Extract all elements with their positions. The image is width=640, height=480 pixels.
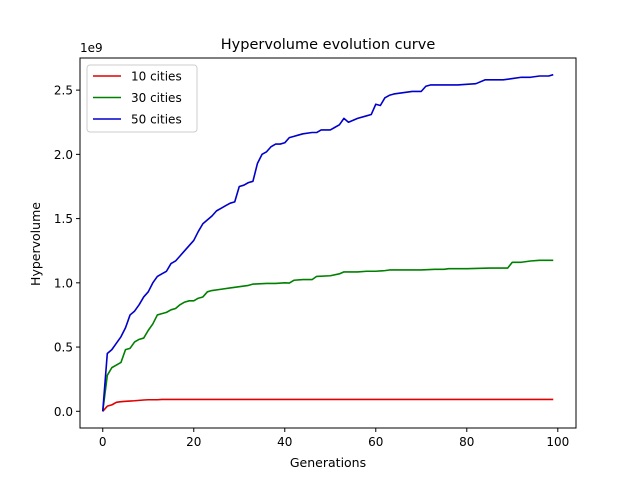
legend-entry-label: 50 cities (131, 113, 182, 127)
y-axis-label: Hypervolume (28, 202, 43, 286)
series-line-2 (101, 259, 554, 412)
y-tick-label: 0.0 (54, 405, 73, 419)
legend-entry-label: 10 cities (131, 70, 182, 84)
y-tick-label: 2.5 (54, 84, 73, 98)
y-tick-label: 1.5 (54, 212, 73, 226)
y-multiplier-label: 1e9 (80, 41, 103, 55)
series-lines (101, 73, 554, 412)
y-tick-label: 0.5 (54, 341, 73, 355)
legend-box (86, 64, 198, 133)
x-tick-label: 0 (99, 435, 107, 449)
plot-frame (79, 57, 577, 429)
series-line-1 (102, 398, 554, 412)
legend: 10 cities 30 cities 50 cities (86, 64, 198, 133)
x-tick-label: 20 (186, 435, 201, 449)
y-tick-label: 2.0 (54, 148, 73, 162)
y-tick-label: 1.0 (54, 276, 73, 290)
series-line-3 (101, 73, 554, 412)
chart-title: Hypervolume evolution curve (221, 37, 436, 53)
x-axis-label: Generations (290, 455, 366, 470)
x-tick-label: 100 (546, 435, 569, 449)
legend-entry-label: 30 cities (131, 91, 182, 105)
x-tick-label: 80 (459, 435, 474, 449)
x-tick-label: 40 (277, 435, 292, 449)
y-axis-ticks: 0.0 0.5 1.0 1.5 2.0 2.5 (54, 84, 80, 419)
x-axis-ticks: 0 20 40 60 80 100 (99, 428, 569, 449)
x-tick-label: 60 (368, 435, 383, 449)
